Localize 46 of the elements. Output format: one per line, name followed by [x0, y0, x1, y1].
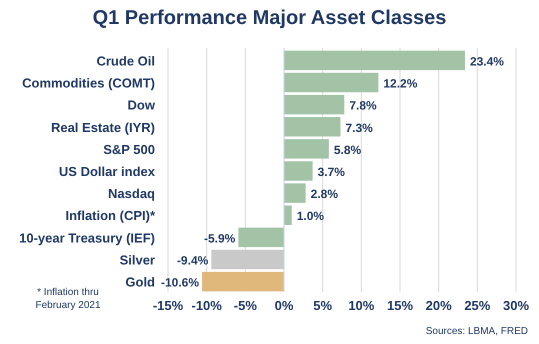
y-tick-label: Crude Oil — [96, 53, 155, 68]
data-label: -9.4% — [176, 253, 209, 268]
bar — [284, 117, 340, 136]
data-label: 3.7% — [318, 165, 346, 179]
x-tick-label: 30% — [502, 298, 530, 313]
y-tick-label: US Dollar index — [58, 164, 156, 179]
y-tick-label: S&P 500 — [103, 142, 155, 157]
y-tick-label: Inflation (CPI)* — [65, 208, 156, 224]
data-label: 23.4% — [470, 54, 504, 68]
bar — [202, 272, 284, 292]
x-tick-label: -5% — [234, 298, 258, 313]
bar — [284, 161, 313, 181]
bar — [284, 72, 378, 92]
data-label: 5.8% — [334, 142, 362, 157]
x-tick-label: -15% — [152, 298, 184, 313]
x-tick-label: -10% — [191, 298, 222, 313]
bar — [284, 206, 292, 225]
bar — [238, 228, 284, 248]
bar — [284, 94, 344, 114]
y-tick-label: 10-year Treasury (IEF) — [19, 230, 155, 246]
y-tick-label: Nasdaq — [108, 186, 156, 202]
x-tick-label: 25% — [464, 298, 491, 313]
bar — [284, 50, 465, 70]
data-label: -5.9% — [204, 231, 236, 246]
x-tick-label: 0% — [274, 298, 294, 313]
x-tick-label: 15% — [386, 298, 414, 313]
text: * Inflation thru February 2021 — [35, 287, 101, 311]
data-label: 12.2% — [383, 76, 418, 91]
data-label: -10.6% — [160, 276, 200, 290]
x-tick-label: 10% — [348, 298, 375, 313]
x-tick-label: 20% — [426, 298, 452, 313]
source-note: Sources: LBMA, FRED — [426, 326, 528, 337]
data-label: 1.0% — [296, 209, 324, 224]
data-label: 7.3% — [345, 120, 374, 135]
bar — [284, 139, 329, 159]
data-label: 7.8% — [349, 98, 377, 113]
y-tick-label: Dow — [128, 98, 156, 113]
chart-title: Q1 Performance Major Asset Classes — [92, 7, 446, 29]
x-tick-label: 5% — [313, 298, 332, 313]
y-tick-label: Commodities (COMT) — [22, 76, 155, 91]
data-label: 2.8% — [310, 187, 338, 202]
y-tick-label: Real Estate (IYR) — [50, 120, 155, 135]
bar — [284, 183, 306, 203]
y-tick-label: Silver — [120, 252, 155, 268]
bar — [211, 250, 284, 270]
y-tick-label: Gold — [125, 274, 156, 290]
